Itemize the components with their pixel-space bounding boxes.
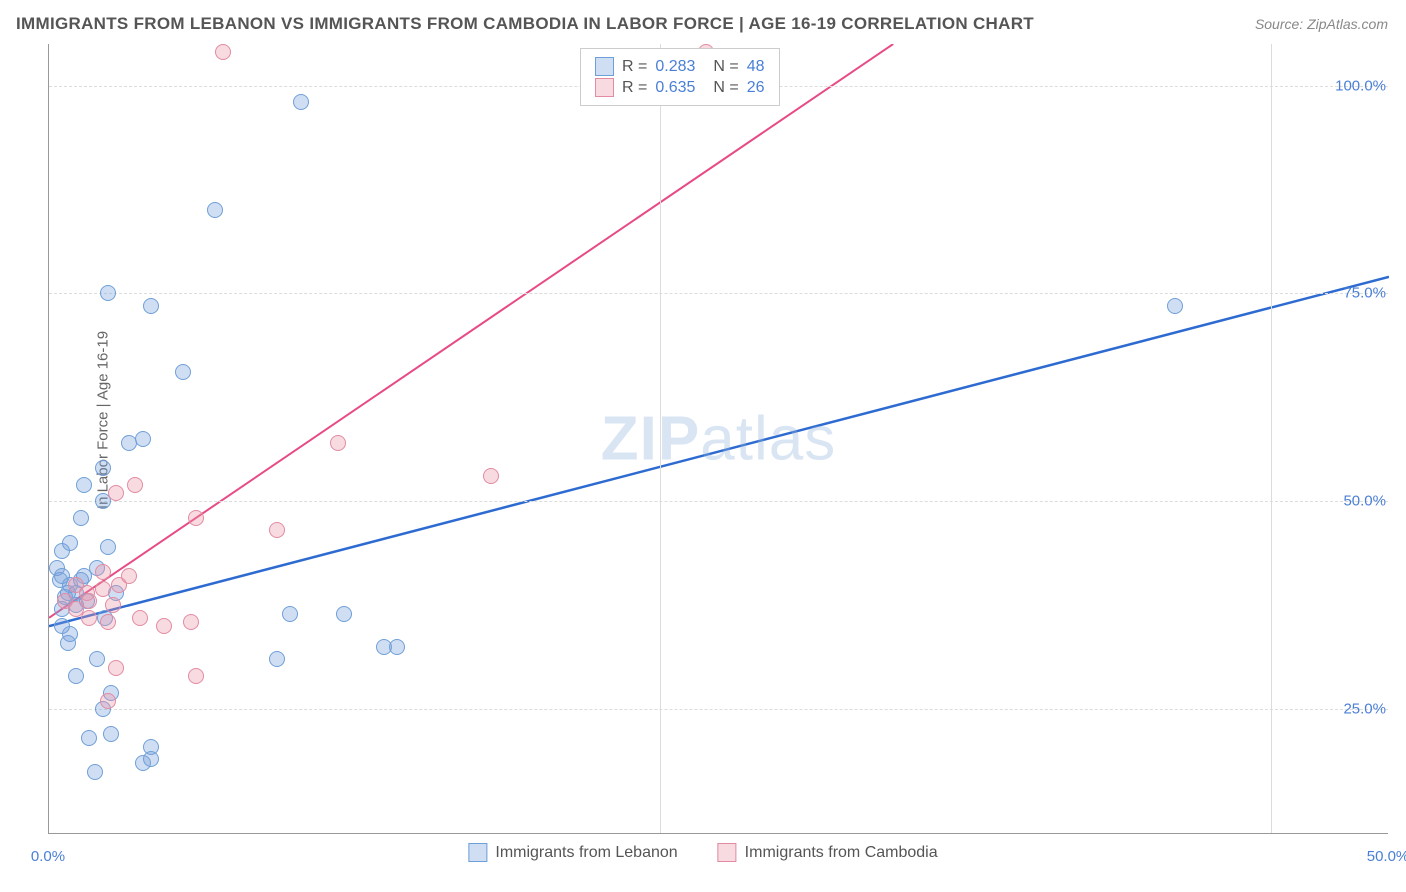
data-point — [89, 651, 105, 667]
data-point — [108, 485, 124, 501]
data-point — [54, 618, 70, 634]
data-point — [87, 764, 103, 780]
data-point — [100, 693, 116, 709]
data-point — [336, 606, 352, 622]
y-tick-label: 50.0% — [1343, 493, 1386, 510]
data-point — [389, 639, 405, 655]
data-point — [1167, 298, 1183, 314]
legend-item-cambodia: Immigrants from Cambodia — [718, 843, 938, 862]
data-point — [73, 510, 89, 526]
correlation-row-lebanon: R = 0.283 N = 48 — [595, 57, 765, 76]
data-point — [483, 468, 499, 484]
data-point — [108, 660, 124, 676]
swatch-lebanon-bottom — [468, 843, 487, 862]
data-point — [188, 668, 204, 684]
data-point — [100, 285, 116, 301]
data-point — [282, 606, 298, 622]
data-point — [293, 94, 309, 110]
watermark: ZIPatlas — [601, 403, 836, 474]
x-tick-label: 0.0% — [31, 848, 65, 865]
data-point — [269, 651, 285, 667]
data-point — [175, 364, 191, 380]
data-point — [95, 564, 111, 580]
data-point — [95, 581, 111, 597]
data-point — [60, 635, 76, 651]
swatch-lebanon — [595, 57, 614, 76]
trend-lines — [49, 44, 1389, 834]
data-point — [100, 614, 116, 630]
data-point — [143, 298, 159, 314]
data-point — [81, 730, 97, 746]
swatch-cambodia-bottom — [718, 843, 737, 862]
gridline-v — [1271, 44, 1272, 833]
y-tick-label: 100.0% — [1335, 77, 1386, 94]
data-point — [103, 726, 119, 742]
x-tick-label: 50.0% — [1367, 848, 1406, 865]
data-point — [269, 522, 285, 538]
gridline-v — [660, 44, 661, 833]
gridline-h — [49, 293, 1388, 294]
series-legend: Immigrants from Lebanon Immigrants from … — [468, 843, 937, 862]
data-point — [183, 614, 199, 630]
correlation-legend: R = 0.283 N = 48 R = 0.635 N = 26 — [580, 48, 780, 106]
data-point — [62, 535, 78, 551]
data-point — [143, 739, 159, 755]
data-point — [207, 202, 223, 218]
chart-container: IMMIGRANTS FROM LEBANON VS IMMIGRANTS FR… — [0, 0, 1406, 892]
data-point — [156, 618, 172, 634]
data-point — [95, 460, 111, 476]
data-point — [121, 568, 137, 584]
correlation-row-cambodia: R = 0.635 N = 26 — [595, 78, 765, 97]
data-point — [132, 610, 148, 626]
data-point — [105, 597, 121, 613]
data-point — [135, 431, 151, 447]
gridline-h — [49, 709, 1388, 710]
data-point — [127, 477, 143, 493]
data-point — [76, 477, 92, 493]
legend-item-lebanon: Immigrants from Lebanon — [468, 843, 677, 862]
data-point — [215, 44, 231, 60]
y-tick-label: 75.0% — [1343, 285, 1386, 302]
source-attribution: Source: ZipAtlas.com — [1255, 16, 1388, 32]
gridline-h — [49, 501, 1388, 502]
plot-area: ZIPatlas — [48, 44, 1388, 834]
data-point — [81, 593, 97, 609]
data-point — [330, 435, 346, 451]
data-point — [100, 539, 116, 555]
data-point — [68, 668, 84, 684]
data-point — [81, 610, 97, 626]
data-point — [188, 510, 204, 526]
chart-title: IMMIGRANTS FROM LEBANON VS IMMIGRANTS FR… — [16, 14, 1034, 34]
swatch-cambodia — [595, 78, 614, 97]
y-tick-label: 25.0% — [1343, 701, 1386, 718]
